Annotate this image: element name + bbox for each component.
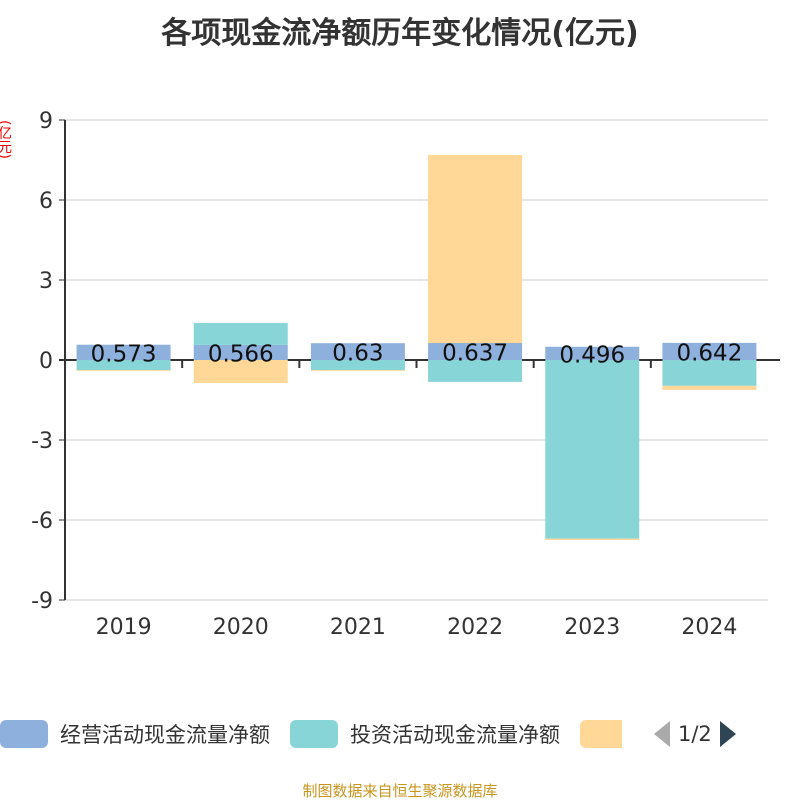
x-tick-label: 2020 — [213, 615, 269, 640]
y-axis-unit: (亿元) — [0, 120, 12, 159]
bar-1-2023 — [545, 360, 640, 539]
data-label: 0.637 — [442, 341, 508, 367]
bar-1-2021 — [310, 360, 405, 371]
data-label: 0.63 — [332, 341, 383, 367]
next-page-icon[interactable] — [719, 721, 736, 747]
legend-item-financing[interactable] — [580, 720, 634, 748]
x-tick-label: 2021 — [330, 615, 386, 640]
bar-1-2019 — [76, 360, 171, 371]
bar-0-2023 — [545, 346, 640, 360]
y-tick-label: 3 — [39, 269, 53, 294]
bar-2-2023 — [545, 538, 640, 540]
data-label: 0.496 — [559, 342, 625, 368]
data-label: 0.566 — [208, 341, 274, 367]
y-tick-label: -9 — [31, 589, 53, 614]
y-tick-label: -3 — [31, 429, 53, 454]
legend-label: 投资活动现金流量净额 — [350, 723, 560, 747]
bar-0-2022 — [428, 343, 523, 360]
bar-1-2020 — [193, 323, 288, 345]
x-tick-label: 2024 — [681, 615, 737, 640]
legend-page: 1/2 — [678, 722, 712, 746]
legend-label: 经营活动现金流量净额 — [60, 723, 270, 747]
bar-2-2022 — [428, 155, 523, 344]
legend-swatch — [290, 720, 338, 748]
chart-plot: 9 6 3 0 -3 -6 -9 2019 2020 2021 2022 2023 2024 0.573 0… — [31, 109, 780, 640]
bar-0-2024 — [662, 342, 757, 360]
bar-2-2024 — [662, 385, 757, 390]
chart-title: 各项现金流净额历年变化情况(亿元) — [161, 16, 639, 51]
legend-swatch — [0, 720, 48, 748]
legend-pager: 1/2 — [654, 721, 736, 747]
bar-0-2019 — [76, 344, 171, 360]
x-tick-label: 2019 — [96, 615, 152, 640]
data-source: 制图数据来自恒生聚源数据库 — [302, 782, 498, 800]
bar-2-2021 — [310, 370, 405, 372]
x-tick-label: 2023 — [564, 615, 620, 640]
legend-swatch — [580, 720, 622, 748]
data-label: 0.642 — [676, 340, 742, 366]
bar-1-2022 — [428, 360, 523, 382]
bar-0-2021 — [310, 343, 405, 360]
legend: 经营活动现金流量净额 投资活动现金流量净额 1/2 — [0, 718, 736, 750]
bar-2-2019 — [76, 370, 171, 372]
legend-item-operating[interactable]: 经营活动现金流量净额 — [0, 719, 270, 749]
prev-page-icon[interactable] — [654, 721, 670, 747]
y-tick-label: -6 — [31, 509, 53, 534]
bar-2-2020 — [193, 360, 288, 383]
data-label: 0.573 — [91, 341, 157, 367]
bar-0-2020 — [193, 344, 288, 360]
bar-1-2024 — [662, 360, 757, 386]
y-tick-label: 0 — [39, 349, 53, 374]
y-tick-label: 6 — [39, 189, 53, 214]
legend-item-investing[interactable]: 投资活动现金流量净额 — [290, 719, 560, 749]
y-tick-label: 9 — [39, 109, 53, 134]
x-tick-label: 2022 — [447, 615, 503, 640]
